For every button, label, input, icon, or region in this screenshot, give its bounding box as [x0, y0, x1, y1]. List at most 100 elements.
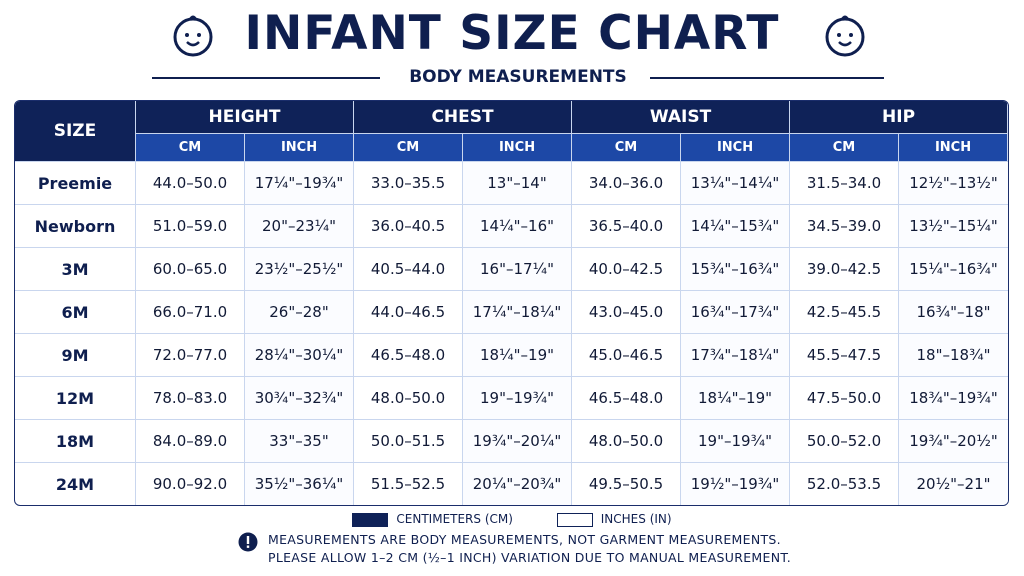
size-cell: Newborn: [15, 205, 136, 248]
size-cell: Preemie: [15, 162, 136, 205]
measurement-cell: 18¼"–19": [681, 377, 791, 420]
size-row: 24M 90.0–92.0 35½"–36¼" 51.5–52.5 20¼"–20¾" 4…: [15, 463, 1009, 505]
measurement-cell: 45.5–47.5: [790, 334, 900, 377]
size-header: SIZE: [15, 101, 136, 162]
unit-header: INCH: [899, 134, 1009, 162]
group-header-row: SIZE HEIGHT CHEST WAIST HIP: [15, 101, 1009, 162]
legend-label: INCHES (IN): [600, 512, 672, 526]
measurement-cell: 12½"–13½": [899, 162, 1009, 205]
measurement-cell: 34.0–36.0: [572, 162, 682, 205]
measurement-cell: 36.5–40.0: [572, 205, 682, 248]
legend-label: CENTIMETERS (CM): [396, 512, 513, 526]
measurement-cell: 18¾"–19¾": [899, 377, 1009, 420]
measurement-cell: 17¼"–18¼": [463, 291, 573, 334]
measurement-cell: 19"–19¾": [463, 377, 573, 420]
title: INFANT SIZE CHART: [244, 6, 780, 61]
measurement-cell: 14¼"–16": [463, 205, 573, 248]
baby-icon: [173, 15, 213, 57]
measurement-cell: 72.0–77.0: [136, 334, 245, 377]
size-row: Preemie 44.0–50.0 17¼"–19¾" 33.0–35.5 13"–14…: [15, 162, 1009, 205]
measurement-cell: 44.0–46.5: [354, 291, 464, 334]
unit-header: INCH: [681, 134, 791, 162]
measurement-cell: 17¾"–18¼": [681, 334, 791, 377]
measurement-cell: 13"–14": [463, 162, 573, 205]
legend-swatch: [556, 512, 593, 527]
measurement-cell: 36.0–40.5: [354, 205, 464, 248]
measurement-cell: 90.0–92.0: [136, 463, 245, 505]
group-header: HEIGHT: [136, 101, 355, 134]
measurement-cell: 40.0–42.5: [572, 248, 682, 291]
rule: [152, 77, 380, 79]
measurement-cell: 66.0–71.0: [136, 291, 245, 334]
measurement-cell: 20½"–21": [899, 463, 1009, 505]
legend-swatch: [352, 512, 389, 527]
measurement-cell: 26"–28": [245, 291, 355, 334]
measurement-cell: 33"–35": [245, 420, 355, 463]
measurement-cell: 19¾"–20¼": [463, 420, 573, 463]
measurement-cell: 13¼"–14¼": [681, 162, 791, 205]
note: PLEASE ALLOW 1–2 CM (½–1 INCH) VARIATION…: [268, 550, 792, 565]
measurement-cell: 18"–18¾": [899, 334, 1009, 377]
measurement-cell: 48.0–50.0: [572, 420, 682, 463]
note: MEASUREMENTS ARE BODY MEASUREMENTS, NOT …: [268, 532, 781, 547]
size-cell: 6M: [15, 291, 136, 334]
size-row: 9M 72.0–77.0 28¼"–30¼" 46.5–48.0 18¼"–19" 45.…: [15, 334, 1009, 377]
size-row: 6M 66.0–71.0 26"–28" 44.0–46.5 17¼"–18¼" 43.0…: [15, 291, 1009, 334]
measurement-cell: 20¼"–20¾": [463, 463, 573, 505]
measurement-cell: 49.5–50.5: [572, 463, 682, 505]
measurement-cell: 39.0–42.5: [790, 248, 900, 291]
measurement-cell: 50.0–52.0: [790, 420, 900, 463]
measurement-cell: 44.0–50.0: [136, 162, 245, 205]
measurement-cell: 19¾"–20½": [899, 420, 1009, 463]
measurement-cell: 34.5–39.0: [790, 205, 900, 248]
baby-icon: [825, 15, 865, 57]
measurement-cell: 17¼"–19¾": [245, 162, 355, 205]
unit-header: CM: [572, 134, 682, 162]
measurement-cell: 60.0–65.0: [136, 248, 245, 291]
subtitle-rule: BODY MEASUREMENTS: [152, 66, 884, 90]
size-row: 3M 60.0–65.0 23½"–25½" 40.5–44.0 16"–17¼" 40.…: [15, 248, 1009, 291]
size-cell: 9M: [15, 334, 136, 377]
measurement-cell: 20"–23¼": [245, 205, 355, 248]
notes: MEASUREMENTS ARE BODY MEASUREMENTS, NOT …: [268, 531, 791, 567]
measurement-cell: 16¾"–17¾": [681, 291, 791, 334]
measurement-cell: 13½"–15¼": [899, 205, 1009, 248]
unit-header: INCH: [245, 134, 355, 162]
measurement-cell: 19½"–19¾": [681, 463, 791, 505]
measurement-cell: 14¼"–15¾": [681, 205, 791, 248]
measurement-cell: 48.0–50.0: [354, 377, 464, 420]
subtitle: BODY MEASUREMENTS: [409, 67, 627, 87]
size-cell: 3M: [15, 248, 136, 291]
unit-header: CM: [790, 134, 900, 162]
unit-header: CM: [354, 134, 464, 162]
measurement-cell: 15¼"–16¾": [899, 248, 1009, 291]
size-row: 18M 84.0–89.0 33"–35" 50.0–51.5 19¾"–20¼" 48.…: [15, 420, 1009, 463]
measurement-cell: 23½"–25½": [245, 248, 355, 291]
measurement-cell: 35½"–36¼": [245, 463, 355, 505]
measurement-cell: 84.0–89.0: [136, 420, 245, 463]
measurement-cell: 47.5–50.0: [790, 377, 900, 420]
size-cell: 12M: [15, 377, 136, 420]
rule: [650, 77, 884, 79]
size-row: 12M 78.0–83.0 30¾"–32¾" 48.0–50.0 19"–19¾" 46…: [15, 377, 1009, 420]
info-icon: [238, 532, 258, 552]
group-header: CHEST: [354, 101, 573, 134]
measurement-cell: 19"–19¾": [681, 420, 791, 463]
size-table: SIZE HEIGHT CHEST WAIST HIP CM INCH CM INCH CM INC…: [14, 100, 1010, 506]
size-cell: 24M: [15, 463, 136, 505]
measurement-cell: 16"–17¼": [463, 248, 573, 291]
measurement-cell: 31.5–34.0: [790, 162, 900, 205]
measurement-cell: 40.5–44.0: [354, 248, 464, 291]
unit-header: CM: [136, 134, 245, 162]
measurement-cell: 45.0–46.5: [572, 334, 682, 377]
measurement-cell: 18¼"–19": [463, 334, 573, 377]
measurement-cell: 78.0–83.0: [136, 377, 245, 420]
size-cell: 18M: [15, 420, 136, 463]
measurement-cell: 46.5–48.0: [354, 334, 464, 377]
size-row: Newborn 51.0–59.0 20"–23¼" 36.0–40.5 14¼"–16…: [15, 205, 1009, 248]
measurement-cell: 16¾"–18": [899, 291, 1009, 334]
measurement-cell: 46.5–48.0: [572, 377, 682, 420]
unit-header: INCH: [463, 134, 573, 162]
group-header: HIP: [790, 101, 1009, 134]
